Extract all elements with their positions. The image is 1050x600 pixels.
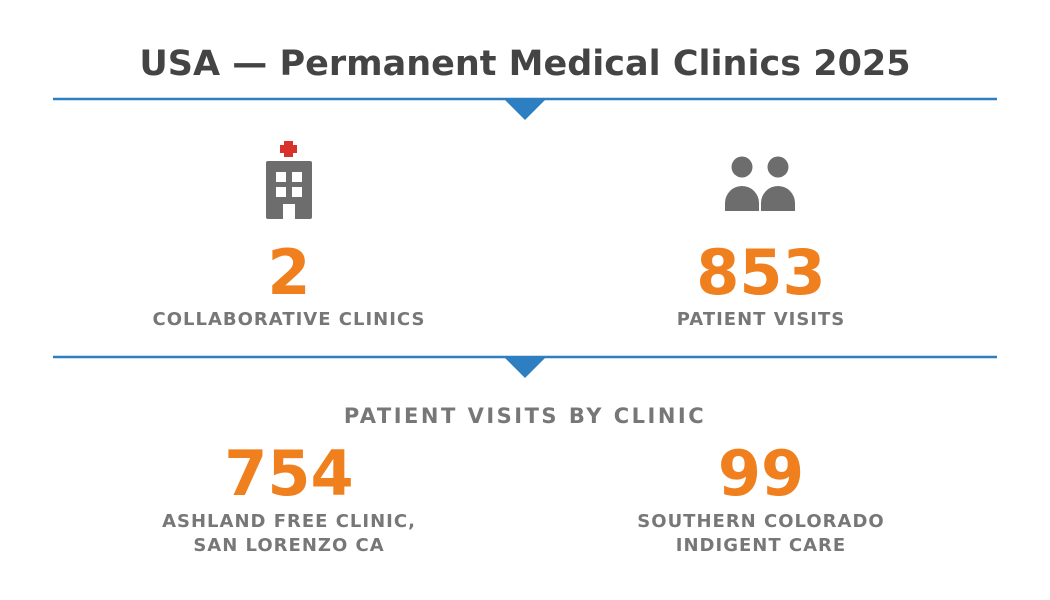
clinic-value: 754 [224,437,353,510]
clinic-value: 99 [718,437,804,510]
clinic-label: SAN LORENZO CA [193,535,384,556]
people-icon [725,156,795,211]
divider [53,355,997,378]
stat-label: PATIENT VISITS [677,309,846,330]
clinic-label: SOUTHERN COLORADO [637,511,884,532]
clinic-label: ASHLAND FREE CLINIC, [162,511,416,532]
clinic-label: INDIGENT CARE [676,535,846,556]
divider [53,97,997,120]
stat-label: COLLABORATIVE CLINICS [153,309,426,330]
section-title: PATIENT VISITS BY CLINIC [344,404,706,428]
page-title: USA — Permanent Medical Clinics 2025 [139,44,910,84]
stat-value: 853 [696,236,825,309]
hospital-icon [266,141,312,219]
stat-value: 2 [267,236,310,309]
